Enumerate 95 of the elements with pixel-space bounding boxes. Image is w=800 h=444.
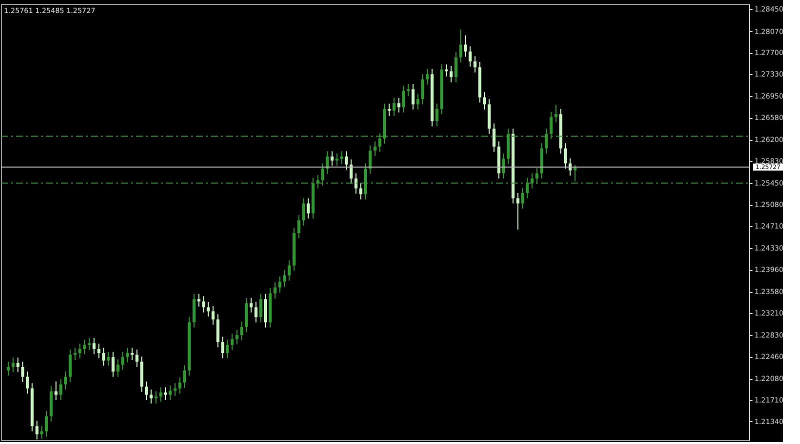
candlestick bbox=[216, 314, 220, 348]
candlestick bbox=[106, 351, 110, 366]
candlestick bbox=[450, 66, 453, 83]
candlestick bbox=[150, 389, 153, 404]
candlestick bbox=[283, 270, 286, 288]
candlestick bbox=[135, 349, 138, 368]
candlestick bbox=[473, 56, 476, 73]
candlestick bbox=[126, 347, 129, 363]
candlestick bbox=[102, 347, 106, 366]
candlestick bbox=[550, 111, 553, 140]
candlestick bbox=[212, 306, 215, 326]
candlestick bbox=[492, 122, 496, 152]
candlestick bbox=[340, 150, 344, 165]
candlestick bbox=[254, 302, 258, 323]
candlestick bbox=[197, 293, 200, 308]
candlestick bbox=[26, 371, 29, 394]
candlestick bbox=[159, 386, 162, 402]
candlestick bbox=[183, 364, 186, 388]
candlestick bbox=[264, 293, 267, 328]
candlestick bbox=[116, 358, 120, 378]
candlestick bbox=[78, 343, 82, 359]
candlestick bbox=[288, 260, 291, 282]
candlestick bbox=[412, 84, 415, 110]
candlestick bbox=[178, 376, 182, 394]
candlestick bbox=[374, 140, 376, 156]
candlestick bbox=[354, 172, 358, 194]
candlestick bbox=[35, 420, 38, 440]
candlestick bbox=[59, 378, 62, 400]
candlestick bbox=[54, 380, 58, 400]
candlestick bbox=[83, 339, 86, 355]
candlestick bbox=[392, 97, 396, 116]
candlestick bbox=[88, 337, 91, 351]
candlestick bbox=[516, 192, 520, 230]
candlestick bbox=[68, 349, 72, 383]
candlestick bbox=[244, 297, 248, 333]
candlestick bbox=[250, 297, 253, 313]
candlestick bbox=[573, 164, 576, 182]
candlestick bbox=[344, 150, 348, 170]
candlestick bbox=[274, 282, 277, 300]
candlestick bbox=[544, 128, 548, 154]
candlestick bbox=[226, 339, 229, 359]
candlestick bbox=[554, 104, 558, 123]
candlestick bbox=[164, 386, 168, 400]
candlestick bbox=[130, 347, 134, 360]
candlestick bbox=[326, 150, 329, 174]
candlestick bbox=[192, 293, 196, 328]
candlestick bbox=[16, 357, 20, 373]
candlestick bbox=[12, 357, 15, 373]
candlestick bbox=[259, 293, 262, 323]
candlestick bbox=[378, 132, 382, 152]
candlestick bbox=[483, 92, 486, 110]
candlestick bbox=[302, 198, 306, 226]
candlestick bbox=[97, 343, 100, 359]
candlestick bbox=[6, 361, 10, 376]
candlestick bbox=[464, 34, 467, 58]
candlestick bbox=[526, 177, 529, 199]
candlestick bbox=[564, 142, 567, 170]
candlestick bbox=[221, 336, 224, 359]
candlestick bbox=[368, 144, 372, 174]
candlestick bbox=[235, 329, 238, 345]
candlestick bbox=[278, 276, 282, 294]
candlestick bbox=[459, 29, 462, 64]
candlestick bbox=[426, 68, 429, 86]
candlestick bbox=[444, 64, 448, 77]
candlestick bbox=[535, 168, 538, 184]
candlestick bbox=[44, 410, 48, 438]
candlestick bbox=[297, 214, 300, 239]
candlestick bbox=[421, 74, 424, 105]
candlestick bbox=[206, 302, 210, 318]
candlestick bbox=[435, 103, 438, 127]
candlestick bbox=[230, 333, 234, 351]
candlestick bbox=[306, 198, 310, 220]
candlestick bbox=[154, 390, 158, 404]
candlestick bbox=[330, 150, 334, 166]
candlestick bbox=[397, 97, 400, 113]
candlestick bbox=[321, 162, 324, 186]
candlestick bbox=[454, 52, 458, 83]
candlestick bbox=[64, 371, 68, 390]
candlestick bbox=[74, 347, 77, 360]
candlestick bbox=[402, 85, 406, 113]
candlestick bbox=[350, 158, 353, 184]
candlestick bbox=[416, 93, 420, 110]
candlestick bbox=[502, 153, 506, 180]
candlestick bbox=[21, 361, 24, 383]
candlestick bbox=[121, 351, 124, 370]
candlestick bbox=[240, 321, 244, 341]
candlestick bbox=[112, 351, 115, 378]
candlestick bbox=[359, 182, 362, 200]
candlestick bbox=[168, 385, 172, 400]
candlestick bbox=[92, 337, 96, 355]
candlestick bbox=[468, 46, 472, 68]
candlestick bbox=[406, 84, 410, 97]
candlestick bbox=[521, 187, 524, 210]
candlestick bbox=[144, 380, 148, 400]
candlestick bbox=[202, 296, 206, 313]
